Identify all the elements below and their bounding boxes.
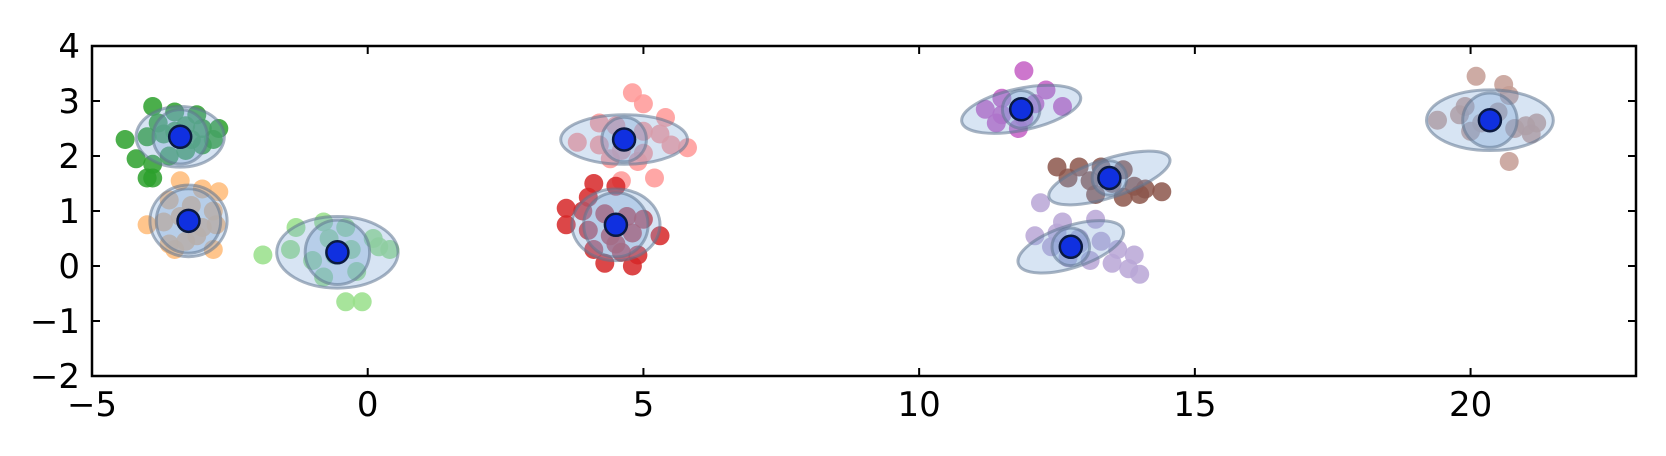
data-point: [986, 113, 1006, 133]
data-point: [678, 138, 697, 158]
centroid-marker: [325, 240, 350, 265]
y-tick-label: 2: [58, 137, 80, 177]
data-point: [1014, 61, 1034, 81]
data-point: [567, 132, 587, 152]
centroid-marker: [611, 127, 637, 152]
data-point: [1053, 97, 1072, 116]
data-point: [628, 152, 648, 171]
data-point: [1152, 182, 1172, 202]
data-point: [1461, 121, 1481, 141]
data-point: [606, 234, 626, 254]
x-tick-label: −5: [67, 385, 117, 425]
data-point: [209, 182, 229, 202]
data-point: [633, 94, 653, 114]
y-tick-label: 4: [58, 27, 80, 67]
data-point: [1516, 116, 1536, 136]
data-point: [1130, 264, 1150, 284]
data-point: [137, 168, 157, 188]
data-point: [661, 135, 681, 155]
data-point: [126, 149, 146, 169]
data-point: [1025, 226, 1045, 246]
data-point: [975, 99, 995, 119]
y-tick-label: 0: [58, 247, 80, 287]
data-point: [556, 198, 576, 218]
y-tick-label: −2: [30, 357, 80, 397]
data-point: [1499, 152, 1519, 171]
x-tick-label: 20: [1449, 385, 1492, 425]
centroid-marker: [1008, 97, 1034, 122]
x-tick-label: 10: [898, 385, 941, 425]
data-point: [645, 168, 664, 188]
tick-labels: −5 0 5 10 15 20 −2 −1 0 1 2 3 4: [30, 27, 1492, 425]
data-point: [1031, 193, 1050, 213]
y-tick-label: 1: [58, 192, 80, 232]
data-point: [1102, 253, 1122, 273]
axes-frame: [90, 44, 1638, 378]
x-tick-label: 15: [1173, 385, 1216, 425]
data-point: [347, 262, 367, 281]
data-point: [622, 256, 642, 276]
data-point: [336, 292, 356, 312]
cluster-8: [1025, 193, 1150, 284]
data-point: [369, 237, 389, 257]
data-point: [1466, 66, 1486, 86]
data-point: [281, 240, 300, 259]
x-tick-label: 5: [633, 385, 655, 425]
data-point: [115, 130, 135, 149]
axis-ticks: [91, 45, 1636, 377]
data-point: [159, 190, 179, 210]
centroid-marker: [1477, 107, 1503, 133]
centroid-marker: [167, 124, 193, 150]
data-point: [253, 245, 273, 265]
centroid-marker: [1097, 165, 1122, 191]
y-tick-label: 3: [58, 82, 80, 122]
centroid-marker: [603, 212, 629, 238]
plot-area: [115, 61, 1555, 312]
data-point: [1091, 231, 1111, 251]
data-point: [137, 127, 157, 147]
x-tick-label: 0: [357, 385, 379, 425]
data-point: [606, 176, 626, 196]
data-point: [1428, 110, 1447, 130]
data-point: [352, 292, 372, 312]
centroid-marker: [1058, 234, 1084, 260]
centroid-marker: [176, 208, 201, 234]
y-tick-label: −1: [30, 302, 80, 342]
data-point: [154, 212, 174, 232]
